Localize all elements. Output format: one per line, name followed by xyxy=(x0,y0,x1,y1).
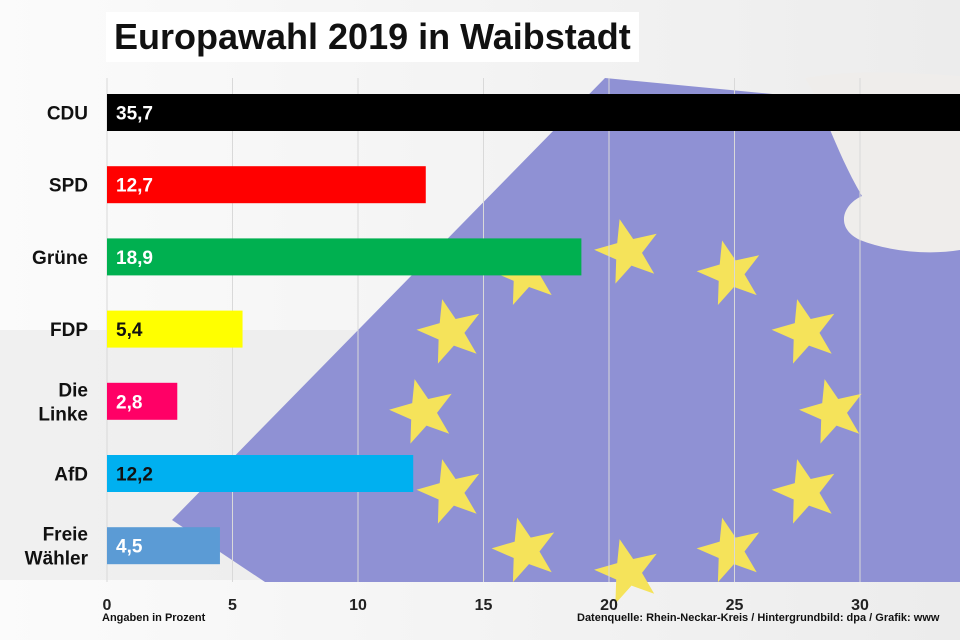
data-label: 35,7 xyxy=(116,104,153,125)
eu-star-icon xyxy=(799,379,862,444)
category-label: SPD xyxy=(49,176,88,197)
eu-star-icon xyxy=(771,459,835,524)
eu-star-icon xyxy=(594,539,657,604)
category-label: FDP xyxy=(50,320,88,341)
chart-title: Europawahl 2019 in Waibstadt xyxy=(114,16,631,57)
category-label: Freie xyxy=(43,525,88,546)
data-label: 12,7 xyxy=(116,176,153,197)
eu-star-icon xyxy=(416,459,480,524)
bar xyxy=(107,166,426,204)
eu-star-icon xyxy=(771,299,835,364)
bar xyxy=(107,527,220,565)
x-tick-label: 0 xyxy=(103,597,112,614)
category-label: Die xyxy=(58,380,88,401)
category-label: Wähler xyxy=(25,549,89,570)
data-label: 2,8 xyxy=(116,392,142,413)
eu-star-icon xyxy=(416,299,480,364)
bar xyxy=(107,382,178,420)
category-label: Linke xyxy=(38,404,88,425)
bar xyxy=(107,455,414,492)
data-label: 4,5 xyxy=(116,537,143,558)
eu-star-icon xyxy=(389,379,452,444)
x-tick-label: 30 xyxy=(851,597,869,614)
x-tick-label: 15 xyxy=(475,597,493,614)
source-credit: Datenquelle: Rhein-Neckar-Kreis / Hinter… xyxy=(577,612,940,624)
bar xyxy=(107,238,582,276)
x-tick-labels: 0 5 10 15 20 25 30 xyxy=(103,597,869,614)
eu-stars xyxy=(389,219,862,604)
data-label: 5,4 xyxy=(116,320,143,341)
x-tick-label: 20 xyxy=(600,597,618,614)
category-label: CDU xyxy=(47,104,88,125)
eu-star-icon xyxy=(491,517,555,583)
category-label: Grüne xyxy=(32,248,88,269)
category-label: AfD xyxy=(54,465,88,486)
eu-star-icon xyxy=(696,517,760,583)
unit-note: Angaben in Prozent xyxy=(102,612,206,624)
eu-star-icon xyxy=(594,219,657,284)
title-box: Europawahl 2019 in Waibstadt xyxy=(106,12,639,62)
bars xyxy=(107,94,960,565)
data-label: 18,9 xyxy=(116,248,153,269)
bar xyxy=(107,310,243,348)
eu-star-icon xyxy=(696,240,760,305)
x-tick-label: 10 xyxy=(349,597,367,614)
value-labels: 35,7 12,7 18,9 5,4 2,8 12,2 4,5 xyxy=(116,104,153,558)
x-tick-label: 5 xyxy=(228,597,237,614)
category-labels: CDU SPD Grüne FDP Die Linke AfD Freie Wähler xyxy=(25,104,89,570)
x-tick-label: 25 xyxy=(726,597,744,614)
data-label: 12,2 xyxy=(116,465,153,486)
bar xyxy=(107,94,960,131)
